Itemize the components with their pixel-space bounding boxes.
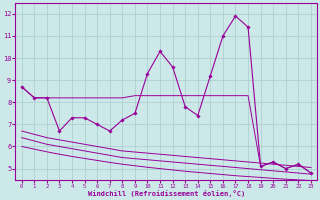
X-axis label: Windchill (Refroidissement éolien,°C): Windchill (Refroidissement éolien,°C) <box>88 190 245 197</box>
